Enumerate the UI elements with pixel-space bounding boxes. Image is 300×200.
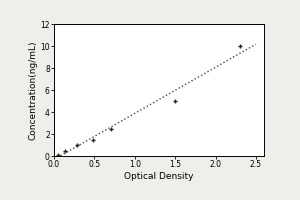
Y-axis label: Concentration(ng/mL): Concentration(ng/mL) [28, 40, 38, 140]
X-axis label: Optical Density: Optical Density [124, 172, 194, 181]
